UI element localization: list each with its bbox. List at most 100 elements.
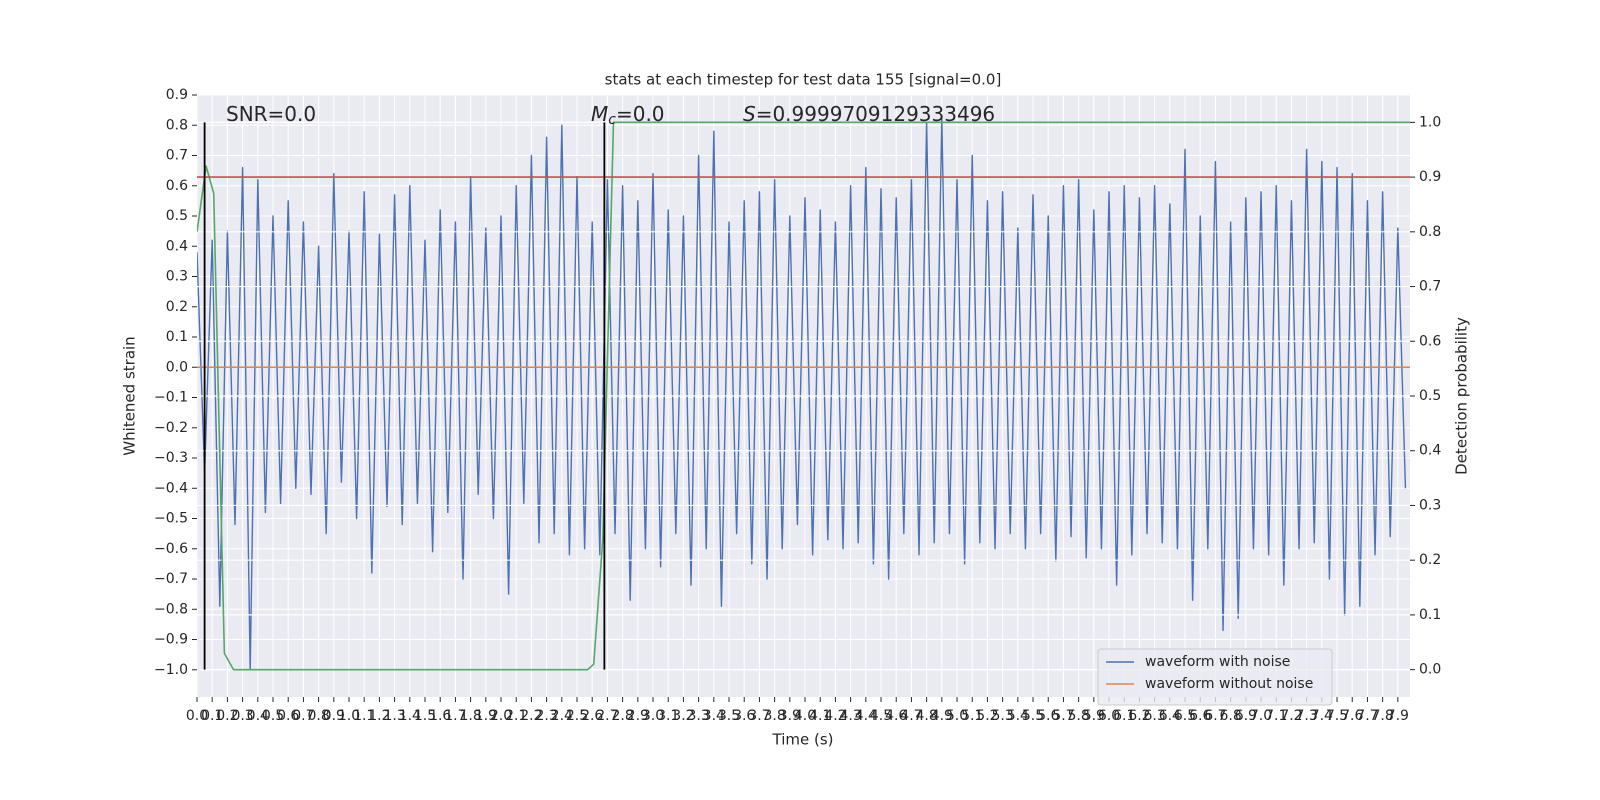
x-tick-label: 7.3 [1296,708,1318,724]
y-tick-label: 0.5 [166,208,188,224]
y2-tick-label: 0.6 [1419,333,1441,349]
annotation-subscript: c [608,112,616,128]
x-tick-label: 6.9 [1235,708,1257,724]
x-tick-label: 7.9 [1387,708,1409,724]
x-tick-label: 6.7 [1204,708,1226,724]
x-tick-label: 0.4 [247,708,269,724]
y-tick-label: −0.2 [154,420,188,436]
x-tick-label: 7.8 [1372,708,1394,724]
annotation-text: SNR=0.0 [226,102,316,126]
annotation-text: =0.9999709129333496 [756,102,995,126]
x-tick-label: 0.3 [231,708,253,724]
x-tick-label: 4.8 [915,708,937,724]
x-tick-label: 7.2 [1280,708,1302,724]
y-tick-label: 0.2 [166,299,188,315]
y2-tick-label: 1.0 [1419,114,1441,130]
x-tick-label: 1.1 [353,708,375,724]
y-tick-label: 0.9 [166,87,188,103]
x-tick-label: 1.6 [429,708,451,724]
x-tick-label: 6.4 [1159,708,1181,724]
x-tick-label: 0.2 [216,708,238,724]
x-tick-label: 4.5 [870,708,892,724]
annotation: SNR=0.0 [226,102,316,126]
x-tick-label: 5.7 [1052,708,1074,724]
x-tick-label: 7.4 [1311,708,1333,724]
data [197,118,1410,671]
annotation-symbol: M [591,102,608,126]
y-tick-label: −0.1 [154,390,188,406]
chart-title: stats at each timestep for test data 155… [605,71,1002,89]
x-tick-label: 3.6 [733,708,755,724]
y2-tick-label: 0.0 [1419,662,1441,678]
annotation-text: =0.0 [616,102,665,126]
x-tick-label: 4.7 [900,708,922,724]
annotation: Mc=0.0 [591,102,665,129]
x-tick-label: 4.4 [855,708,877,724]
x-tick-label: 1.5 [414,708,436,724]
x-tick-label: 3.9 [779,708,801,724]
x-tick-label: 1.0 [338,708,360,724]
y2-tick-label: 0.9 [1419,169,1441,185]
x-tick-label: 7.5 [1326,708,1348,724]
y2-tick-label: 0.4 [1419,443,1441,459]
y-tick-label: 0.7 [166,148,188,164]
x-tick-label: 0.1 [201,708,223,724]
y-tick-label: 0.4 [166,238,188,254]
legend-label: waveform with noise [1145,654,1290,670]
y2-tick-label: 0.3 [1419,497,1441,513]
y-tick-label: −0.8 [154,601,188,617]
x-tick-label: 1.9 [475,708,497,724]
x-tick-label: 6.8 [1220,708,1242,724]
x-tick-label: 7.1 [1265,708,1287,724]
y-tick-label: −0.4 [154,480,188,496]
x-tick-label: 5.8 [1067,708,1089,724]
y2-tick-label: 0.1 [1419,607,1441,623]
x-tick-label: 7.6 [1341,708,1363,724]
x-tick-label: 5.5 [1022,708,1044,724]
y-tick-label: −0.7 [154,571,188,587]
y-tick-label: 0.3 [166,269,188,285]
x-tick-label: 1.4 [399,708,421,724]
y-tick-label: −0.6 [154,541,188,557]
x-tick-label: 4.3 [839,708,861,724]
x-tick-label: 5.3 [991,708,1013,724]
x-tick-label: 2.8 [611,708,633,724]
legend: waveform with noise waveform without nois… [1097,648,1333,706]
x-tick-label: 5.9 [1083,708,1105,724]
legend-box [1097,648,1333,706]
annotation-symbol: S [743,102,756,126]
y-tick-label: 0.1 [166,329,188,345]
y-tick-label: −0.9 [154,632,188,648]
x-tick-label: 6.0 [1098,708,1120,724]
y-tick-label: −1.0 [154,662,188,678]
x-tick-label: 6.5 [1174,708,1196,724]
x-tick-label: 5.2 [976,708,998,724]
series-line [197,118,1407,671]
x-tick-label: 1.2 [368,708,390,724]
x-tick-label: 4.0 [794,708,816,724]
x-tick-label: 2.3 [535,708,557,724]
y2-tick-label: 0.8 [1419,224,1441,240]
x-tick-label: 0.6 [277,708,299,724]
y-tick-label: 0.0 [166,359,188,375]
y-axis-label: Whitened strain [121,336,139,455]
y2-axis-label: Detection probability [1453,317,1471,475]
y-tick-label: 0.6 [166,178,188,194]
x-tick-label: 0.7 [292,708,314,724]
x-tick-label: 2.1 [505,708,527,724]
x-tick-label: 3.3 [687,708,709,724]
x-tick-label: 0.0 [186,708,208,724]
x-tick-label: 2.4 [551,708,573,724]
y2-tick-label: 0.5 [1419,388,1441,404]
x-tick-label: 2.5 [566,708,588,724]
x-tick-label: 2.0 [490,708,512,724]
x-tick-label: 2.7 [596,708,618,724]
y2-tick-label: 0.2 [1419,552,1441,568]
y-tick-label: −0.5 [154,511,188,527]
x-tick-label: 3.2 [672,708,694,724]
x-axis-label: Time (s) [772,731,834,749]
x-tick-label: 2.9 [627,708,649,724]
x-tick-label: 0.5 [262,708,284,724]
y2-tick-label: 0.7 [1419,279,1441,295]
